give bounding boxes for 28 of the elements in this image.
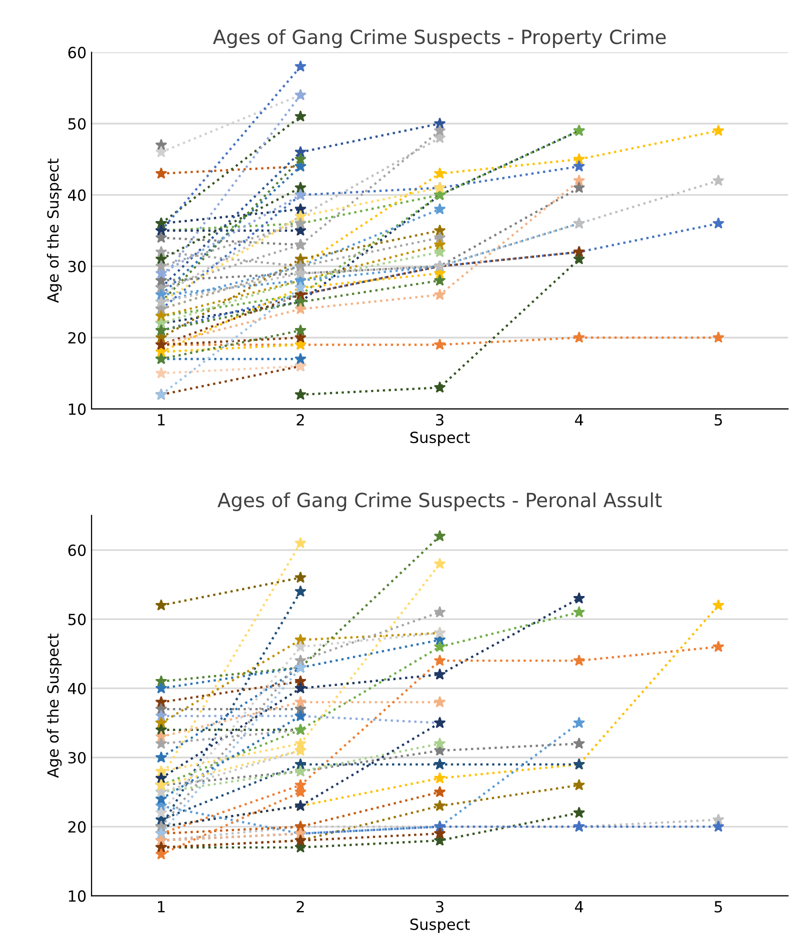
- y-tick-label: 10: [68, 890, 86, 902]
- y-axis-title: Age of the Suspect: [46, 634, 62, 778]
- y-tick-label: 20: [68, 332, 86, 344]
- x-tick-label: 3: [436, 414, 444, 426]
- x-tick-label: 4: [574, 414, 584, 426]
- x-tick-label: 1: [158, 901, 165, 912]
- x-axis-title: Suspect: [410, 918, 470, 934]
- y-tick-label: 50: [68, 614, 86, 626]
- chart-title: Ages of Gang Crime Suspects - Peronal Assult: [218, 492, 662, 512]
- y-tick-label: 30: [68, 260, 86, 272]
- x-tick-label: 2: [296, 900, 304, 912]
- x-axis-title: Suspect: [410, 432, 470, 446]
- y-tick-label: 40: [68, 682, 86, 694]
- x-tick-label: 5: [714, 414, 722, 426]
- y-tick-label: 10: [68, 403, 86, 415]
- y-tick-label: 20: [68, 821, 86, 833]
- y-tick-label: 50: [68, 118, 86, 130]
- y-axis-title: Age of the Suspect: [46, 158, 62, 303]
- x-tick-label: 1: [158, 414, 165, 426]
- chart-title: Ages of Gang Crime Suspects - Property Crime: [212, 29, 666, 48]
- y-tick-label: 60: [68, 46, 86, 58]
- y-tick-label: 30: [68, 752, 86, 764]
- x-tick-label: 5: [714, 901, 722, 913]
- x-tick-label: 4: [574, 901, 584, 912]
- y-tick-label: 60: [68, 544, 86, 556]
- x-tick-label: 2: [296, 414, 304, 426]
- x-tick-label: 3: [436, 900, 444, 913]
- y-tick-label: 40: [68, 189, 86, 201]
